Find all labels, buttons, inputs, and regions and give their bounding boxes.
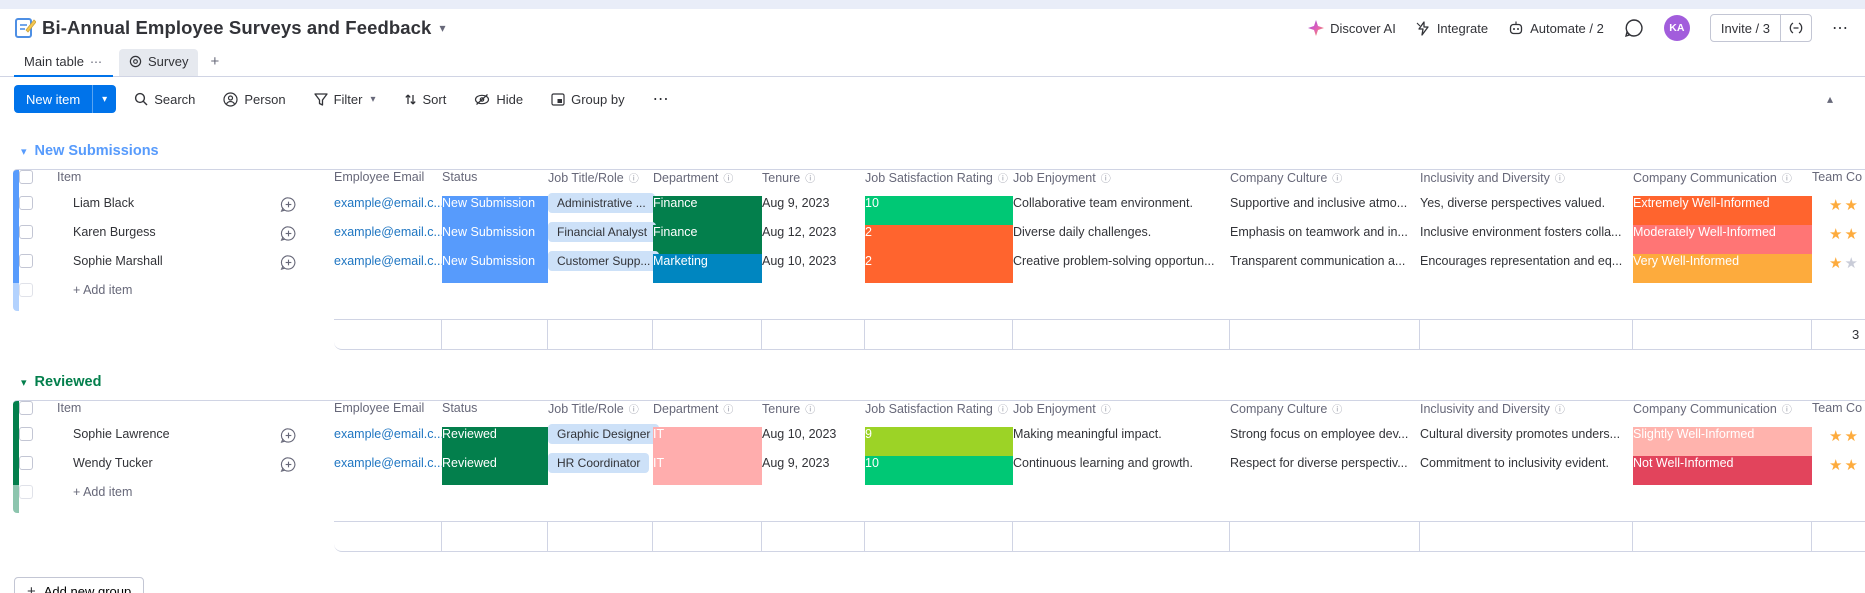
title-caret-icon[interactable]: ▾: [439, 21, 446, 35]
integrate-icon: [1416, 20, 1429, 36]
toolbar-more-icon[interactable]: ⋯: [652, 91, 670, 108]
summary-count: 3: [1812, 319, 1865, 350]
group-name: Reviewed: [34, 374, 102, 390]
tab-bar: Main table ⋯ Survey +: [0, 47, 1865, 77]
tab-survey[interactable]: Survey: [118, 49, 199, 76]
collapse-toolbar-icon[interactable]: ▴: [1826, 92, 1833, 106]
summary-spacer: [19, 319, 334, 350]
summary-cell-enjoyment: [1013, 521, 1230, 552]
new-item-caret[interactable]: ▾: [92, 85, 117, 113]
board-doc-icon: [15, 18, 36, 38]
add-view-button[interactable]: +: [210, 53, 220, 70]
summary-cell-rating: [865, 319, 1013, 350]
group-by-icon: [551, 92, 565, 106]
board-table-area: ▾ New Submissions ItemEmployee EmailStatus…: [0, 143, 1865, 552]
summary-cell-stars: [1812, 521, 1865, 552]
add-new-group-button[interactable]: + Add new group: [14, 577, 145, 593]
summary-cell-tenure: [762, 319, 865, 350]
ai-sparkle-icon: [1308, 20, 1325, 36]
summary-cell-job_title: [548, 319, 653, 350]
group-summary: 3: [13, 319, 1865, 350]
summary-cell-status: [442, 521, 548, 552]
summary-cell-culture: [1230, 319, 1420, 350]
automate-button[interactable]: Automate / 2: [1508, 20, 1604, 36]
summary-cell-enjoyment: [1013, 319, 1230, 350]
search-button[interactable]: Search: [124, 85, 205, 113]
summary-cell-inclusivity: [1420, 521, 1633, 552]
board-header: Bi-Annual Employee Surveys and Feedback …: [0, 9, 1865, 47]
summary-cell-job_title: [548, 521, 653, 552]
summary-grid: 3: [13, 319, 1865, 350]
plus-icon: +: [27, 582, 36, 593]
summary-cell-tenure: [762, 521, 865, 552]
group-table: ItemEmployee EmailStatusJob Title/RoleⓘD…: [13, 400, 1865, 513]
summary-cell-department: [653, 521, 762, 552]
invite-button[interactable]: Invite / 3: [1711, 15, 1781, 41]
summary-cell-status: [442, 319, 548, 350]
page-title: Bi-Annual Employee Surveys and Feedback: [42, 17, 432, 38]
filter-button[interactable]: Filter ▾: [304, 85, 386, 113]
summary-cell-email: [334, 319, 442, 350]
sort-button[interactable]: Sort: [394, 85, 457, 113]
group-title[interactable]: ▾ New Submissions: [21, 143, 1865, 159]
survey-icon: [129, 55, 142, 68]
summary-cell-rating: [865, 521, 1013, 552]
chat-bubble-icon[interactable]: [1624, 18, 1644, 38]
window-top-strip: [0, 0, 1865, 9]
summary-cell-inclusivity: [1420, 319, 1633, 350]
hide-button[interactable]: Hide: [464, 85, 533, 113]
group-table: ItemEmployee EmailStatusJob Title/RoleⓘD…: [13, 169, 1865, 311]
tab-menu-icon[interactable]: ⋯: [89, 54, 103, 69]
hide-eye-icon: [475, 93, 490, 105]
summary-cell-communication: [1633, 521, 1812, 552]
summary-grid: [13, 521, 1865, 552]
group-title[interactable]: ▾ Reviewed: [21, 374, 1865, 390]
summary-cell-department: [653, 319, 762, 350]
group-by-button[interactable]: Group by: [541, 85, 634, 113]
person-icon: [223, 91, 238, 107]
chevron-down-icon[interactable]: ▾: [21, 145, 27, 158]
chevron-down-icon[interactable]: ▾: [21, 376, 27, 389]
group-name: New Submissions: [34, 143, 159, 159]
filter-icon: [313, 92, 328, 106]
summary-cell-communication: [1633, 319, 1812, 350]
tab-main-table[interactable]: Main table ⋯: [14, 49, 113, 77]
person-button[interactable]: Person: [213, 85, 295, 113]
robot-icon: [1509, 21, 1523, 35]
sort-icon: [404, 94, 416, 104]
summary-spacer: [19, 521, 334, 552]
board-link-icon[interactable]: [1781, 15, 1811, 41]
group-section: ▾ Reviewed ItemEmployee EmailStatusJob Tit…: [13, 374, 1865, 552]
summary-cell-email: [334, 521, 442, 552]
board-menu-icon[interactable]: ⋯: [1832, 20, 1849, 37]
integrate-button[interactable]: Integrate: [1416, 21, 1488, 36]
group-summary: [13, 521, 1865, 552]
avatar[interactable]: KA: [1663, 15, 1690, 41]
summary-cell-culture: [1230, 521, 1420, 552]
discover-ai-button[interactable]: Discover AI: [1308, 20, 1396, 36]
toolbar: New item ▾ Search Person Filter ▾ Sort Hi…: [0, 77, 1865, 119]
group-section: ▾ New Submissions ItemEmployee EmailStatus…: [13, 143, 1865, 350]
search-icon: [135, 92, 148, 106]
new-item-button[interactable]: New item: [14, 85, 93, 113]
